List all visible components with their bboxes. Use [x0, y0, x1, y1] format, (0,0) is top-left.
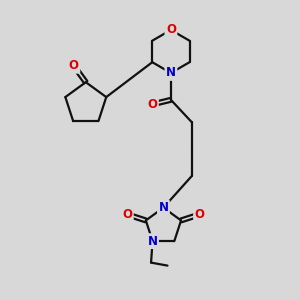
Text: N: N [148, 235, 158, 248]
Text: O: O [122, 208, 132, 221]
Text: O: O [69, 59, 79, 72]
Text: N: N [158, 201, 168, 214]
Text: O: O [166, 23, 176, 37]
Text: O: O [147, 98, 158, 111]
Text: O: O [195, 208, 205, 221]
Text: N: N [166, 67, 176, 80]
